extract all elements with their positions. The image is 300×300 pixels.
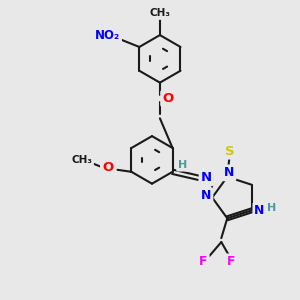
Text: H: H (267, 203, 276, 213)
Text: CH₃: CH₃ (71, 155, 92, 165)
Text: N: N (254, 204, 265, 217)
Text: NO₂: NO₂ (95, 28, 120, 42)
Text: O: O (102, 161, 113, 174)
Text: CH₃: CH₃ (149, 8, 170, 18)
Text: N: N (201, 189, 211, 202)
Text: O: O (162, 92, 173, 105)
Text: N: N (224, 167, 234, 179)
Text: F: F (199, 255, 208, 268)
Text: S: S (225, 145, 235, 158)
Text: N: N (201, 171, 212, 184)
Text: H: H (178, 160, 187, 170)
Text: F: F (227, 255, 236, 268)
